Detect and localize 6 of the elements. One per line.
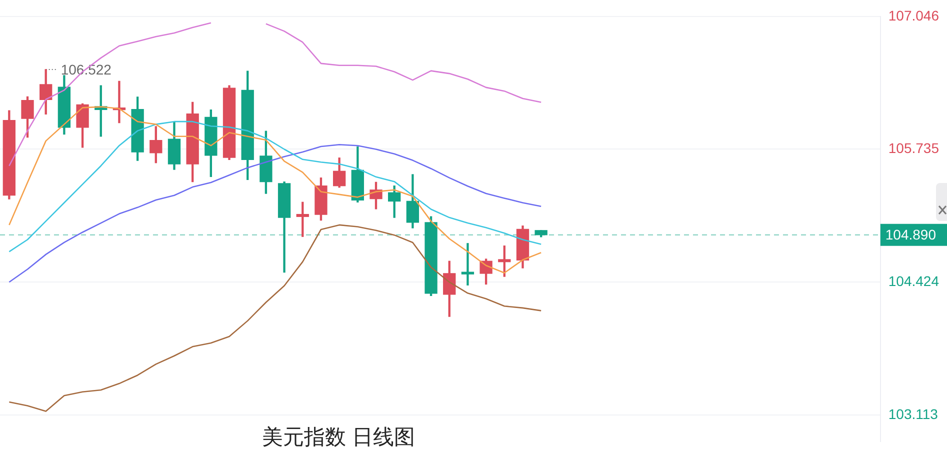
y-tick-label: 104.424 (888, 272, 940, 289)
y-tick-label: 107.046 (888, 7, 940, 24)
ref-line-label: 104.890 (885, 226, 936, 243)
y-tick-label: 103.113 (888, 406, 938, 422)
text: 美元指数 日线图 (262, 425, 415, 451)
y-tick-label: 105.735 (888, 140, 940, 156)
